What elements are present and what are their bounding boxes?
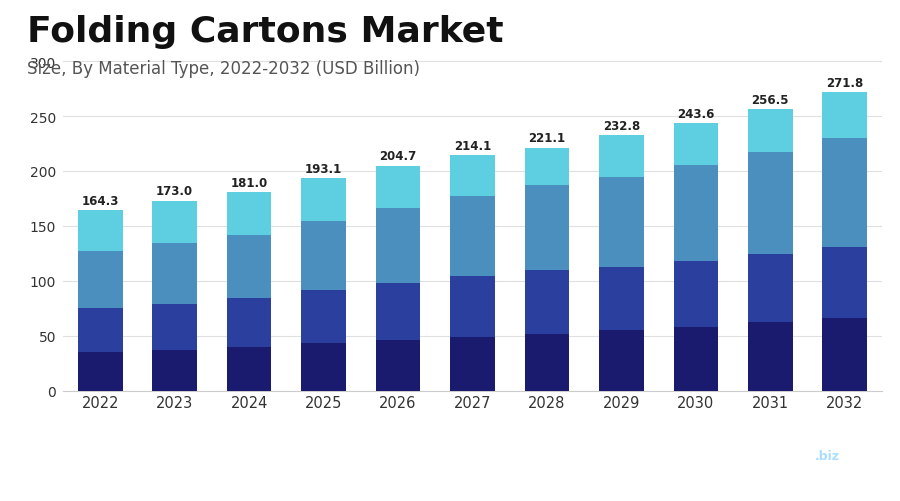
Bar <box>152 350 197 391</box>
Bar <box>823 139 867 247</box>
Text: 221.1: 221.1 <box>528 132 565 145</box>
Text: The forecasted market
size for 2032 in USD: The forecasted market size for 2032 in U… <box>266 451 417 478</box>
Bar <box>375 340 420 391</box>
Bar <box>748 153 793 255</box>
Text: $271.8B: $271.8B <box>482 450 622 479</box>
Bar <box>525 186 570 271</box>
Text: 214.1: 214.1 <box>454 140 491 153</box>
Bar <box>599 136 643 177</box>
Text: 181.0: 181.0 <box>230 176 268 189</box>
Text: WIDE RANGE OF GLOBAL MARKET REPORTS: WIDE RANGE OF GLOBAL MARKET REPORTS <box>684 478 850 487</box>
Bar <box>525 271 570 334</box>
Bar <box>599 331 643 391</box>
Text: ✓: ✓ <box>662 453 682 476</box>
Bar <box>227 235 272 299</box>
Bar <box>227 299 272 347</box>
Bar <box>673 262 718 327</box>
Text: 164.3: 164.3 <box>82 194 119 207</box>
Bar <box>450 156 495 197</box>
Bar <box>375 284 420 340</box>
Bar <box>375 166 420 209</box>
Bar <box>525 149 570 186</box>
Text: MarketResearch: MarketResearch <box>684 450 824 465</box>
Text: 271.8: 271.8 <box>826 77 863 90</box>
Bar <box>227 192 272 235</box>
Bar <box>823 93 867 139</box>
Text: 256.5: 256.5 <box>752 93 789 106</box>
Bar <box>450 337 495 391</box>
Bar <box>78 352 122 391</box>
Bar <box>748 109 793 153</box>
Bar <box>599 177 643 267</box>
Bar <box>78 309 122 352</box>
Text: Folding Cartons Market: Folding Cartons Market <box>27 15 504 49</box>
Bar <box>375 209 420 284</box>
Bar <box>152 201 197 244</box>
Bar <box>78 252 122 309</box>
Text: 204.7: 204.7 <box>380 150 417 163</box>
Bar <box>152 304 197 350</box>
Bar <box>525 334 570 391</box>
Bar <box>450 197 495 277</box>
Text: The Market will Grow
At the CAGR of: The Market will Grow At the CAGR of <box>18 451 158 478</box>
Bar <box>823 247 867 319</box>
Bar <box>302 344 346 391</box>
Text: 173.0: 173.0 <box>156 185 194 198</box>
Bar <box>748 255 793 323</box>
Bar <box>302 291 346 344</box>
Bar <box>673 327 718 391</box>
Bar <box>78 210 122 252</box>
Text: Size, By Material Type, 2022-2032 (USD Billion): Size, By Material Type, 2022-2032 (USD B… <box>27 60 420 78</box>
Bar <box>450 277 495 337</box>
Bar <box>599 267 643 331</box>
Bar <box>227 347 272 391</box>
Bar <box>748 323 793 391</box>
Bar <box>823 319 867 391</box>
Text: .biz: .biz <box>814 449 840 462</box>
Text: 5.3%: 5.3% <box>148 450 233 479</box>
Bar <box>152 244 197 304</box>
Bar <box>673 165 718 262</box>
Text: 193.1: 193.1 <box>305 163 342 176</box>
Bar <box>302 179 346 222</box>
Text: 243.6: 243.6 <box>677 108 715 121</box>
Bar <box>302 222 346 291</box>
Bar <box>673 124 718 165</box>
Text: 232.8: 232.8 <box>603 119 640 132</box>
